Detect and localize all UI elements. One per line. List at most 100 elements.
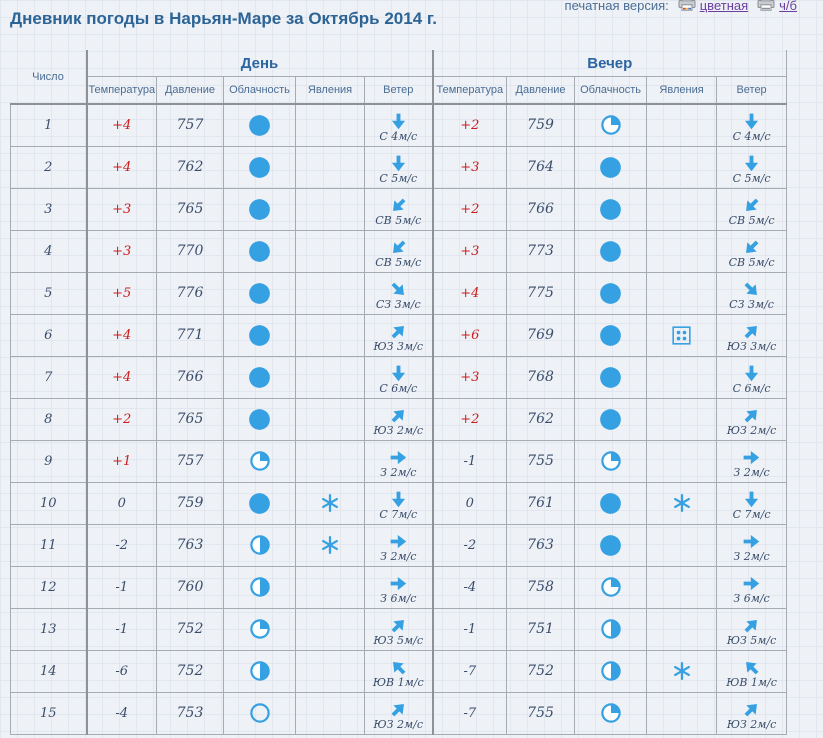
- wind-label: З 6м/с: [365, 593, 432, 604]
- evening-temperature: +2: [432, 187, 508, 231]
- evening-wind: ЮЗ 2м/с: [716, 691, 788, 735]
- column-header-day-phenomena: Явления: [295, 76, 365, 105]
- sub-header-row: Температура Давление Облачность Явления …: [11, 76, 788, 105]
- cloud-overcast-icon: [600, 324, 621, 346]
- daytime-phenomena: [295, 691, 365, 735]
- evening-temperature: +2: [432, 397, 508, 441]
- wind-arrow-down-icon: [391, 113, 405, 129]
- print-color-link[interactable]: цветная: [699, 0, 749, 13]
- wind-arrow-down-icon: [391, 365, 405, 381]
- table-row: 14 -6 752 ЮВ 1м/с -7 752 ЮВ 1м/с: [10, 649, 788, 693]
- evening-cloudiness: [574, 397, 648, 441]
- wind-speed: 2м/с: [750, 717, 777, 731]
- cloud-overcast-icon: [600, 156, 621, 178]
- wind-label: ЮЗ 3м/с: [717, 341, 786, 352]
- daytime-phenomena: [295, 565, 365, 609]
- wind-label: ЮЗ 2м/с: [717, 425, 786, 436]
- evening-cloudiness: [574, 313, 648, 357]
- daytime-pressure: 752: [156, 607, 224, 651]
- evening-wind: З 2м/с: [716, 523, 788, 567]
- daytime-phenomena: [295, 355, 365, 399]
- evening-cloudiness: [574, 481, 648, 525]
- wind-direction: С: [379, 381, 388, 395]
- wind-arrow-up-right-icon: [744, 619, 758, 632]
- table-row: 15 -4 753 ЮЗ 2м/с -7 755 ЮЗ 2м/с: [10, 691, 788, 735]
- daytime-pressure: 771: [156, 313, 224, 357]
- day-number: 8: [10, 397, 88, 441]
- table-row: 7 +4 766 С 6м/с +3 768 С 6м/с: [10, 355, 788, 399]
- wind-arrow-down-right-icon: [744, 282, 758, 295]
- column-header-evening-pressure: Давление: [506, 76, 576, 105]
- evening-wind: СВ 5м/с: [716, 229, 788, 273]
- daytime-phenomena: [295, 523, 365, 567]
- daytime-temperature: -6: [86, 649, 157, 693]
- evening-temperature: +2: [432, 103, 508, 147]
- wind-speed: 2м/с: [743, 465, 770, 479]
- wind-speed: 4м/с: [391, 129, 418, 143]
- evening-phenomena: [646, 649, 718, 693]
- evening-phenomena: [646, 691, 718, 735]
- wind-arrow-up-right-icon: [744, 703, 758, 716]
- column-header-evening-wind: Ветер: [716, 76, 788, 105]
- daytime-phenomena: [295, 397, 365, 441]
- cloud-overcast-icon: [249, 366, 270, 388]
- wind-label: СЗ 3м/с: [717, 299, 786, 310]
- wind-label: З 2м/с: [717, 551, 786, 562]
- daytime-wind: С 6м/с: [363, 355, 434, 399]
- cloud-half-icon: [600, 661, 621, 681]
- wind-arrow-down-icon: [745, 365, 759, 381]
- wind-arrow-right-icon: [743, 534, 760, 548]
- wind-arrow-down-icon: [391, 491, 405, 507]
- daytime-pressure: 759: [156, 481, 224, 525]
- wind-speed: 6м/с: [743, 591, 770, 605]
- column-header-evening-cloudiness: Облачность: [574, 76, 648, 105]
- wind-label: ЮВ 1м/с: [365, 677, 432, 688]
- daytime-wind: З 2м/с: [363, 523, 434, 567]
- evening-temperature: -2: [432, 523, 508, 567]
- wind-speed: 2м/с: [743, 549, 770, 563]
- wind-arrow-down-icon: [391, 155, 405, 171]
- daytime-cloudiness: [223, 565, 296, 609]
- evening-cloudiness: [574, 187, 648, 231]
- evening-cloudiness: [574, 145, 648, 189]
- wind-arrow-up-right-icon: [391, 619, 404, 632]
- wind-arrow-up-left-icon: [746, 661, 759, 674]
- wind-arrow-up-right-icon: [391, 703, 404, 716]
- wind-arrow-down-icon: [745, 113, 759, 129]
- wind-speed: 5м/с: [748, 213, 775, 227]
- wind-direction: ЮЗ: [373, 717, 394, 731]
- wind-label: ЮЗ 5м/с: [717, 635, 786, 646]
- wind-speed: 3м/с: [397, 339, 424, 353]
- wind-speed: 2м/с: [750, 423, 777, 437]
- evening-temperature: -7: [432, 691, 508, 735]
- wind-label: С 5м/с: [717, 173, 786, 184]
- wind-speed: 1м/с: [750, 675, 777, 689]
- evening-temperature: +3: [432, 229, 508, 273]
- evening-temperature: +3: [432, 145, 508, 189]
- evening-phenomena: [646, 313, 718, 357]
- wind-direction: СВ: [728, 255, 746, 269]
- daytime-pressure: 753: [156, 691, 224, 735]
- daytime-wind: СВ 5м/с: [363, 229, 434, 273]
- cloud-partly-icon: [249, 619, 270, 639]
- cloud-half-icon: [600, 619, 621, 639]
- print-bw-link[interactable]: ч/б: [779, 0, 797, 13]
- cloud-overcast-icon: [600, 282, 621, 304]
- evening-wind: ЮВ 1м/с: [716, 649, 788, 693]
- evening-phenomena: [646, 145, 718, 189]
- day-number: 11: [10, 523, 88, 567]
- wind-arrow-right-icon: [743, 450, 760, 464]
- evening-phenomena: [646, 397, 718, 441]
- page-title: Дневник погоды в Нарьян-Маре за Октябрь …: [10, 9, 437, 28]
- wind-label: ЮЗ 2м/с: [365, 425, 432, 436]
- evening-phenomena: [646, 103, 718, 147]
- daytime-temperature: +3: [86, 229, 157, 273]
- wind-direction: С: [732, 381, 742, 395]
- wind-direction: С: [379, 171, 388, 185]
- column-header-evening-phenomena: Явления: [646, 76, 718, 105]
- daytime-wind: ЮЗ 2м/с: [363, 691, 434, 735]
- wind-direction: З: [380, 465, 387, 479]
- wind-label: С 6м/с: [717, 383, 786, 394]
- daytime-pressure: 766: [156, 355, 224, 399]
- daytime-pressure: 776: [156, 271, 224, 315]
